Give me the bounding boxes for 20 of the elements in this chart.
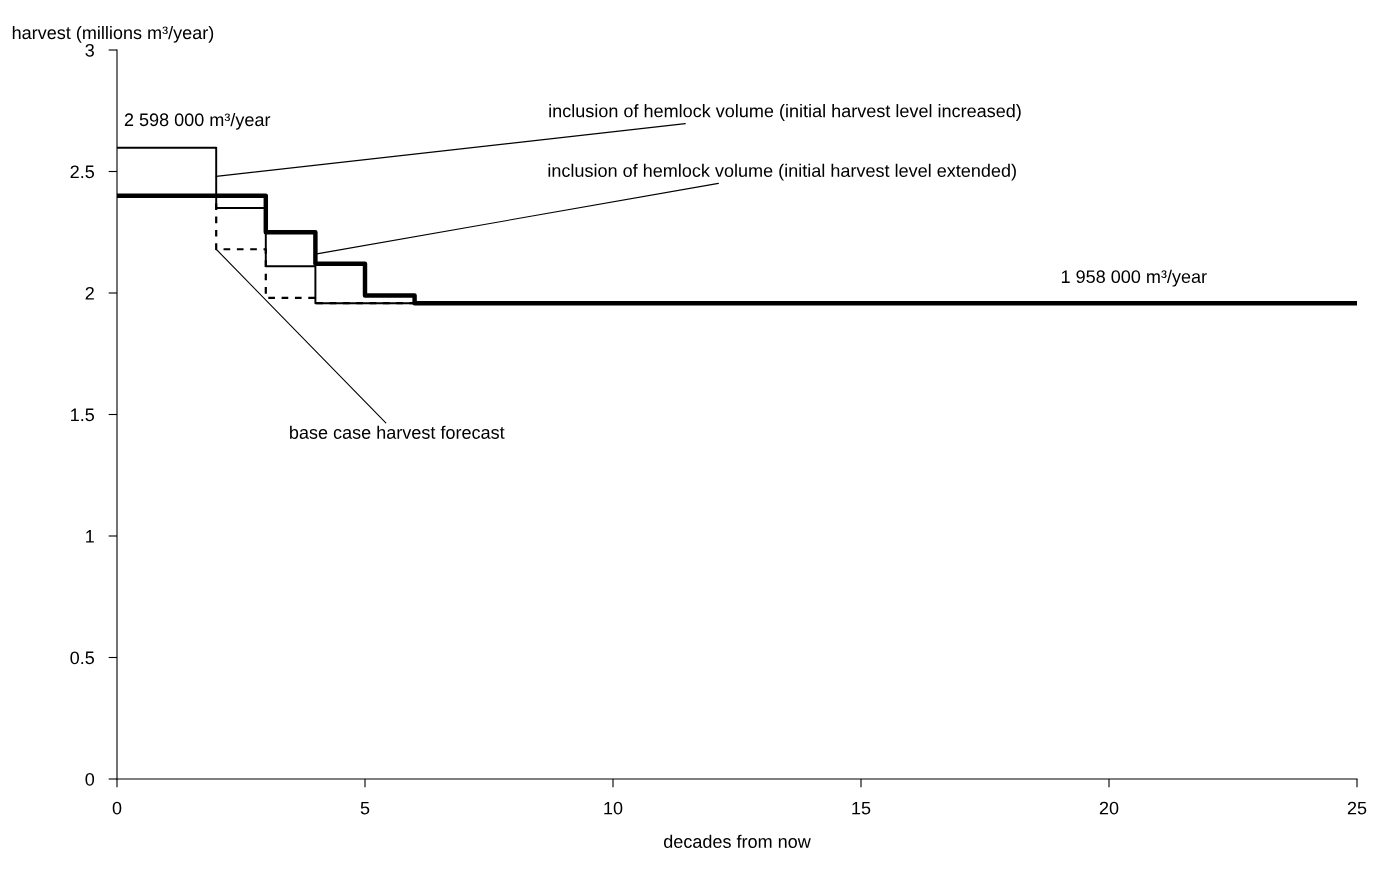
annotation: inclusion of hemlock volume (initial harvest level extended) [548,163,1016,181]
y-tick-label: 3 [85,43,94,57]
x-tick-label: 10 [604,801,623,815]
annotation: 2 598 000 m³/year [124,112,271,130]
x-tick-label: 25 [1347,801,1367,815]
y-tick-label: 1.5 [71,408,95,422]
y-tick-label: 0 [85,772,95,786]
y-tick-label: 0.5 [70,651,95,665]
annotation: 1 958 000 m³/year [1061,269,1207,287]
y-tick-label: 2 [85,286,94,300]
x-tick-label: 15 [852,801,871,815]
x-tick-label: 0 [112,801,122,815]
y-tick-label: 1 [86,530,94,543]
x-tick-label: 5 [360,801,370,815]
x-tick-label: 20 [1099,801,1119,815]
y-tick-label: 2.5 [70,165,95,179]
annotation: inclusion of hemlock volume (initial harvest level increased) [549,104,1021,121]
x-axis-title: decades from now [664,834,811,848]
annotation: base case harvest forecast [290,425,505,439]
y-axis-title: harvest (millions m³/year) [12,25,214,43]
